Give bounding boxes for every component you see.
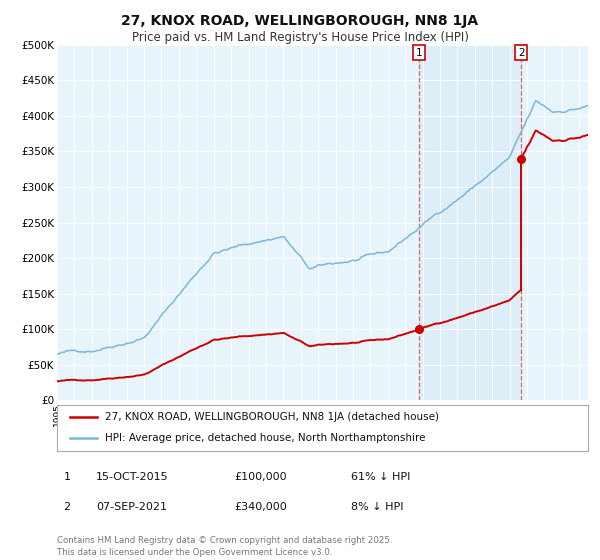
- Text: 2: 2: [64, 502, 70, 512]
- Text: 1: 1: [64, 472, 70, 482]
- Text: Contains HM Land Registry data © Crown copyright and database right 2025.
This d: Contains HM Land Registry data © Crown c…: [57, 536, 392, 557]
- Text: 1: 1: [416, 48, 422, 58]
- Text: 27, KNOX ROAD, WELLINGBOROUGH, NN8 1JA (detached house): 27, KNOX ROAD, WELLINGBOROUGH, NN8 1JA (…: [105, 412, 439, 422]
- Text: £340,000: £340,000: [234, 502, 287, 512]
- Text: 15-OCT-2015: 15-OCT-2015: [96, 472, 169, 482]
- Text: 27, KNOX ROAD, WELLINGBOROUGH, NN8 1JA: 27, KNOX ROAD, WELLINGBOROUGH, NN8 1JA: [121, 14, 479, 28]
- Text: HPI: Average price, detached house, North Northamptonshire: HPI: Average price, detached house, Nort…: [105, 433, 425, 444]
- Text: £100,000: £100,000: [234, 472, 287, 482]
- Text: 8% ↓ HPI: 8% ↓ HPI: [351, 502, 404, 512]
- Bar: [419, 45, 521, 400]
- Text: 07-SEP-2021: 07-SEP-2021: [96, 502, 167, 512]
- Text: Price paid vs. HM Land Registry's House Price Index (HPI): Price paid vs. HM Land Registry's House …: [131, 31, 469, 44]
- Text: 61% ↓ HPI: 61% ↓ HPI: [351, 472, 410, 482]
- Text: 2: 2: [518, 48, 524, 58]
